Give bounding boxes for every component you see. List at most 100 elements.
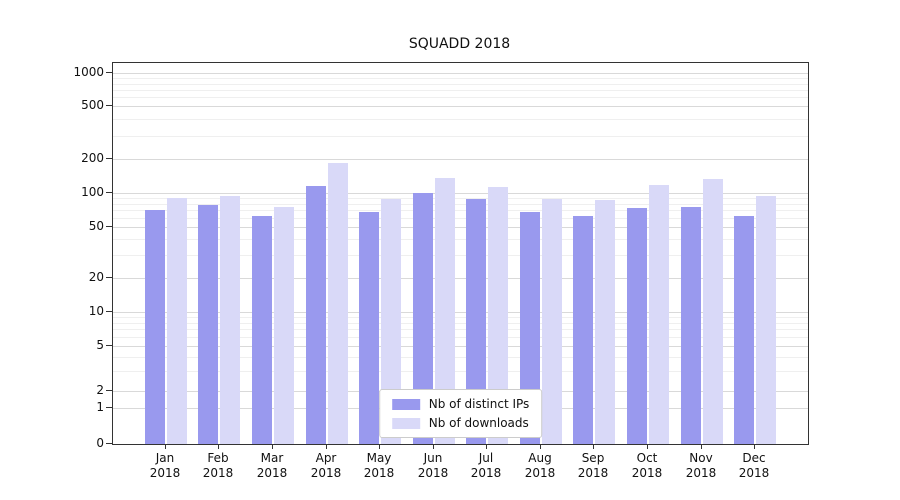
gridline-minor [113,78,808,80]
gridline-minor [113,135,808,137]
x-tick-label: Jan 2018 [149,451,181,480]
gridline-major [113,312,808,313]
x-tick-label: Jul 2018 [470,451,502,480]
y-tick-label: 2 [96,383,104,397]
bar-distinct-ips [573,216,593,444]
x-tick-label: Nov 2018 [685,451,717,480]
bar-downloads [542,199,562,444]
y-tick-label: 50 [88,219,104,233]
legend: Nb of distinct IPs Nb of downloads [378,389,543,438]
y-tick-mark [106,311,112,312]
x-tick-label: Jun 2018 [417,451,449,480]
x-tick-mark [754,444,755,449]
x-tick-label: Mar 2018 [256,451,288,480]
bar-distinct-ips [413,193,433,444]
x-tick-label: Sep 2018 [577,451,609,480]
y-tick-label: 10 [88,304,104,318]
y-tick-label: 1 [96,400,104,414]
legend-swatch-distinct-ips [391,398,420,410]
x-tick-mark [540,444,541,449]
x-tick-label: Oct 2018 [631,451,663,480]
bar-downloads [488,187,508,444]
gridline-minor [113,322,808,324]
legend-item-distinct-ips: Nb of distinct IPs [391,397,530,411]
bar-downloads [649,185,669,444]
bar-distinct-ips [466,199,486,444]
x-tick-label: Apr 2018 [310,451,342,480]
x-tick-mark [218,444,219,449]
bar-distinct-ips [734,216,754,444]
y-tick-mark [106,226,112,227]
y-tick-mark [106,192,112,193]
legend-label-downloads: Nb of downloads [428,416,529,430]
x-tick-label: Feb 2018 [202,451,234,480]
y-tick-label: 100 [81,185,104,199]
bar-distinct-ips [198,205,218,444]
y-tick-label: 20 [88,270,104,284]
x-tick-mark [326,444,327,449]
legend-label-distinct-ips: Nb of distinct IPs [428,397,530,411]
gridline-major [113,227,808,228]
x-tick-mark [647,444,648,449]
gridline-minor [113,337,808,339]
y-tick-label: 500 [81,98,104,112]
x-tick-mark [379,444,380,449]
y-tick-label: 200 [81,151,104,165]
gridline-minor [113,83,808,85]
chart-title: SQUADD 2018 [408,36,511,52]
y-tick-label: 0 [96,436,104,450]
bar-downloads [703,179,723,444]
bar-distinct-ips [252,216,272,444]
gridline-major [113,193,808,194]
x-tick-label: May 2018 [363,451,395,480]
y-tick-mark [106,105,112,106]
gridline-minor [113,218,808,220]
x-tick-mark [272,444,273,449]
gridline-major [113,73,808,74]
bar-downloads [756,196,776,444]
gridline-major [113,278,808,279]
bar-downloads [435,178,455,444]
gridline-minor [113,239,808,241]
y-tick-mark [106,277,112,278]
gridline-minor [113,97,808,99]
bar-distinct-ips [306,186,326,444]
gridline-minor [113,198,808,200]
gridline-minor [113,210,808,212]
bar-distinct-ips [359,212,379,444]
x-tick-mark [593,444,594,449]
bar-downloads [381,199,401,444]
bar-distinct-ips [681,207,701,444]
bar-downloads [220,196,240,444]
bar-distinct-ips [145,210,165,444]
y-tick-mark [106,345,112,346]
gridline-minor [113,255,808,257]
bar-distinct-ips [520,212,540,444]
y-tick-mark [106,443,112,444]
bar-downloads [328,163,348,444]
legend-item-downloads: Nb of downloads [391,416,530,430]
y-tick-mark [106,158,112,159]
y-tick-mark [106,72,112,73]
gridline-minor [113,329,808,331]
bar-downloads [167,198,187,444]
legend-swatch-downloads [391,417,420,429]
y-tick-mark [106,407,112,408]
gridline-major [113,346,808,347]
x-tick-mark [433,444,434,449]
plot-area: Nb of distinct IPs Nb of downloads [112,62,809,445]
gridline-major [113,159,808,160]
bar-downloads [595,200,615,444]
bar-downloads [274,207,294,444]
gridline-major [113,106,808,107]
y-tick-mark [106,390,112,391]
gridline-minor [113,356,808,358]
x-tick-label: Aug 2018 [524,451,556,480]
x-tick-mark [165,444,166,449]
x-tick-mark [701,444,702,449]
bar-distinct-ips [627,208,647,444]
x-tick-mark [486,444,487,449]
gridline-minor [113,203,808,205]
y-tick-label: 1000 [73,65,104,79]
